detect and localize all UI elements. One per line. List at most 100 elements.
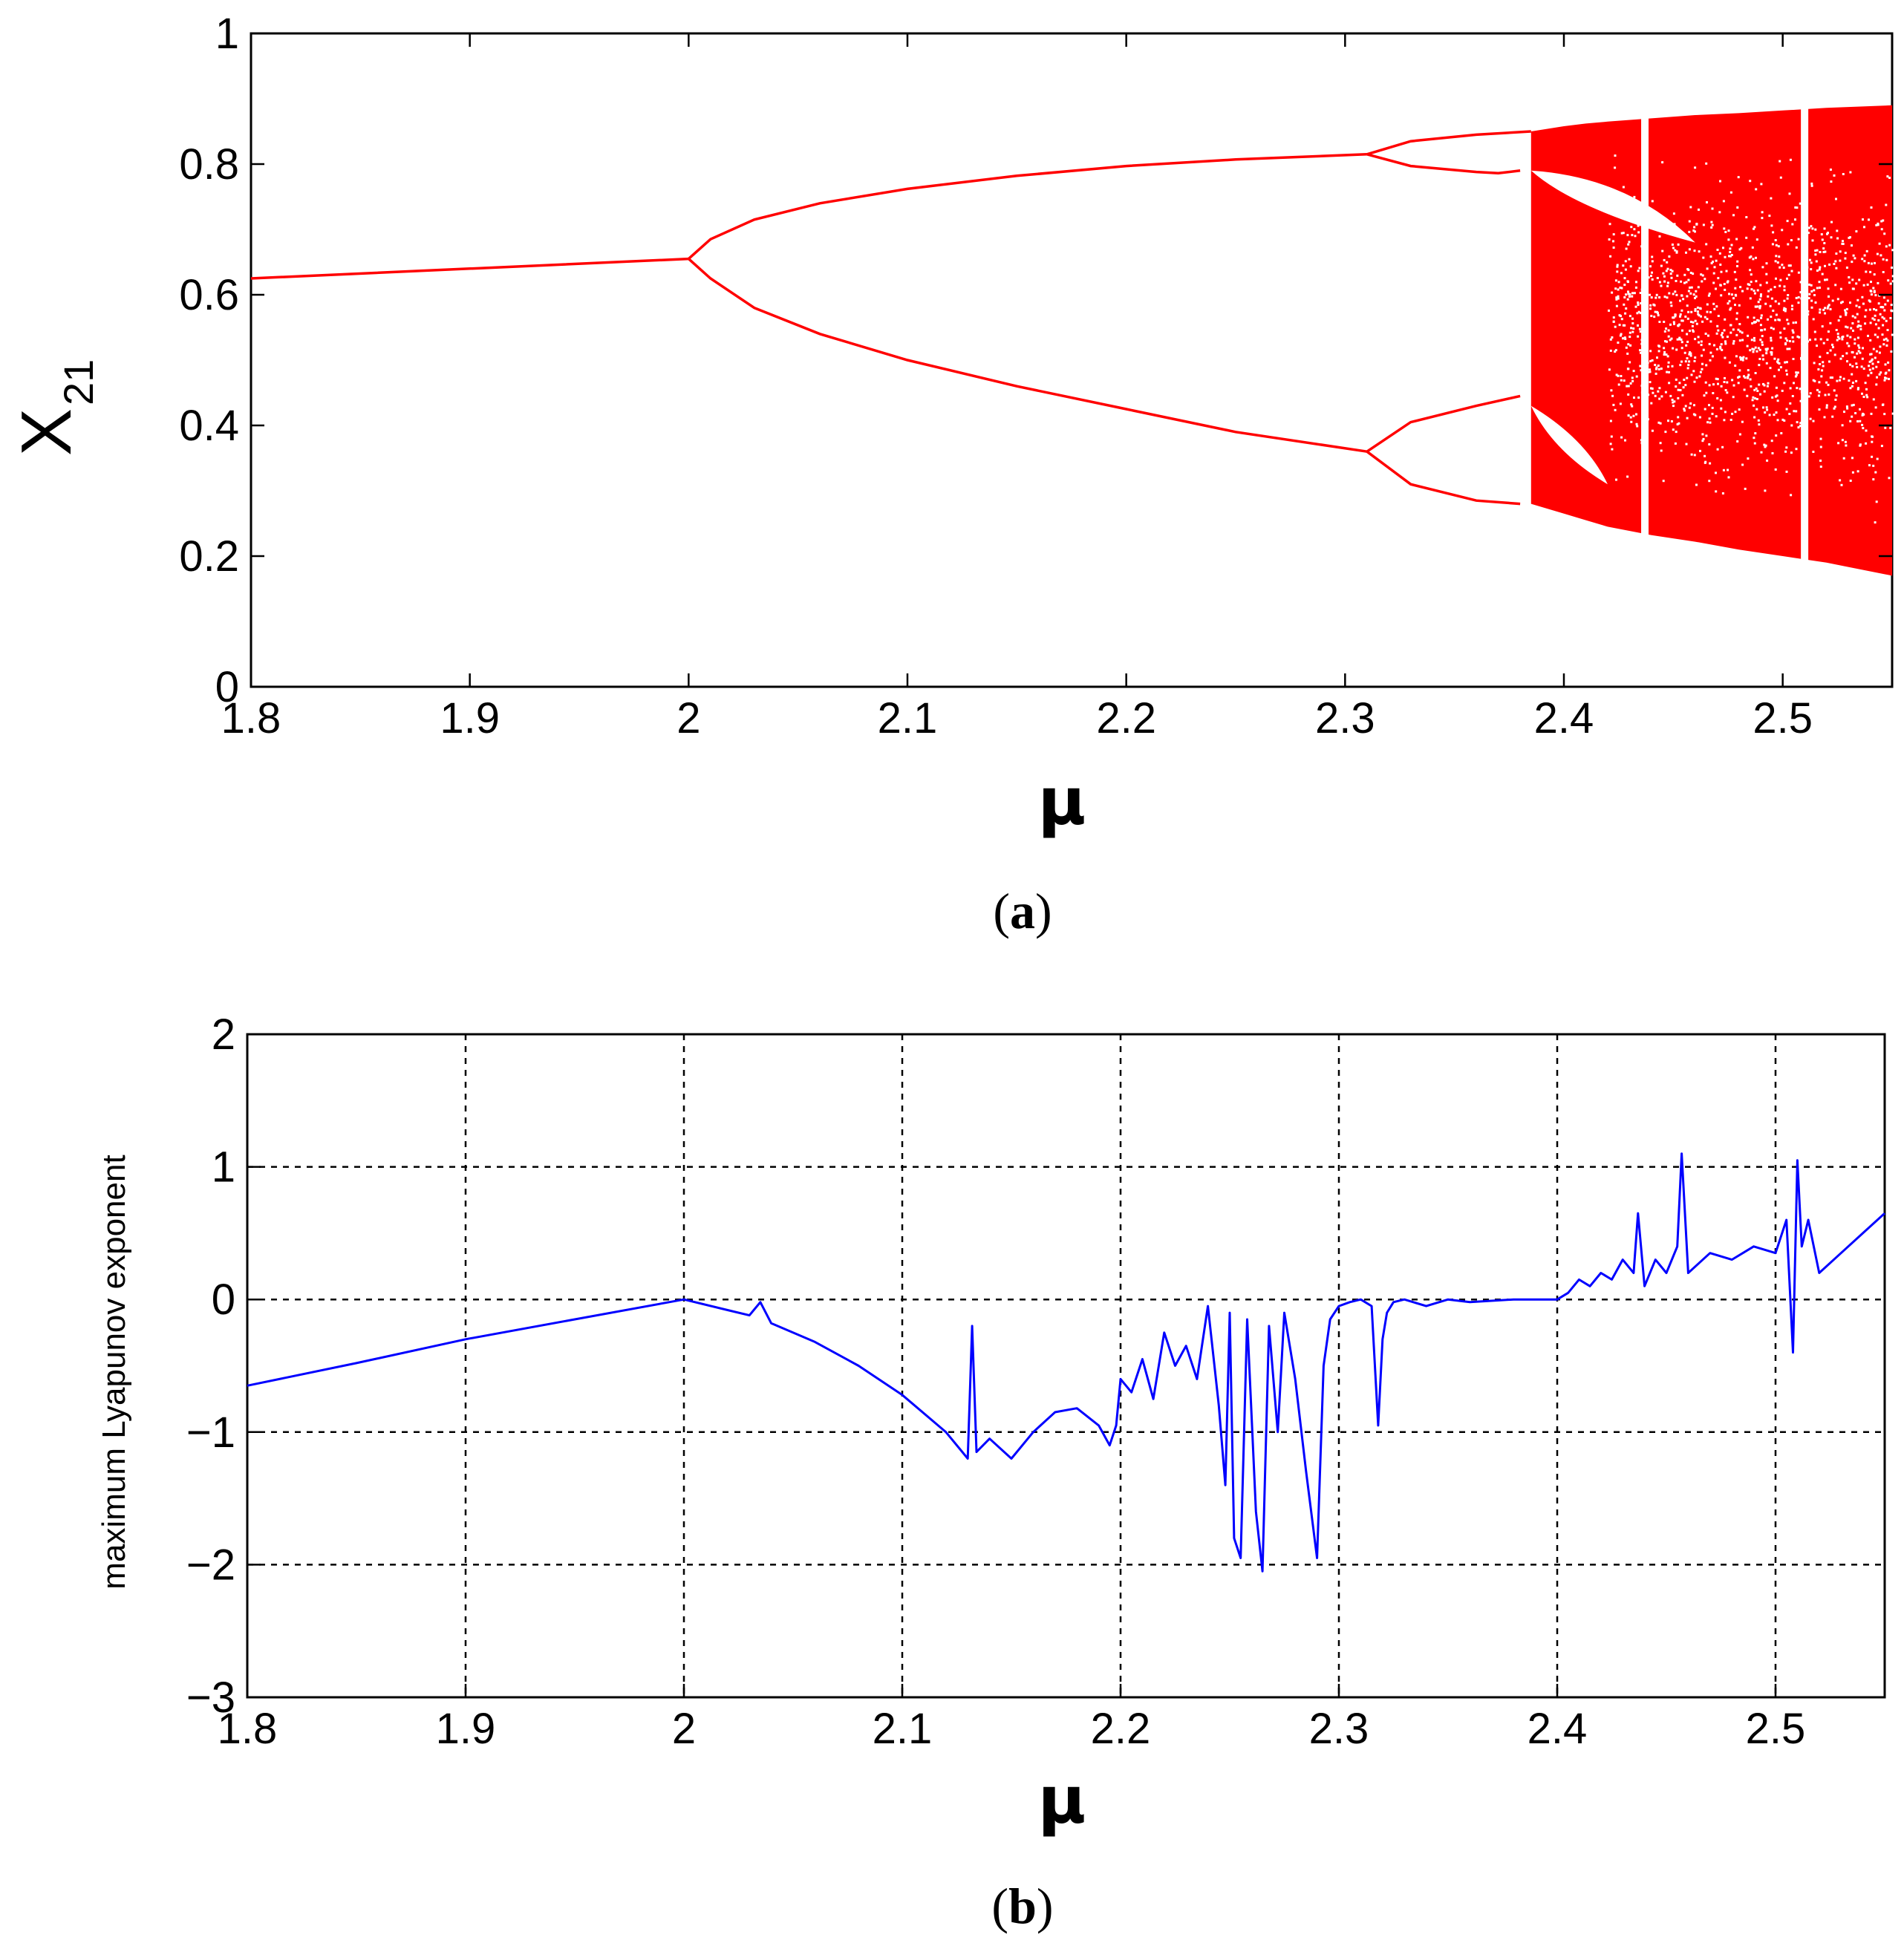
speckle bbox=[1684, 384, 1687, 387]
speckle bbox=[1651, 200, 1654, 203]
speckle bbox=[1682, 386, 1685, 389]
speckle bbox=[1761, 217, 1764, 220]
speckle bbox=[1700, 340, 1703, 343]
speckle bbox=[1666, 267, 1669, 270]
speckle bbox=[1857, 387, 1859, 390]
speckle bbox=[1637, 301, 1640, 304]
speckle bbox=[1704, 460, 1707, 463]
speckle bbox=[1874, 314, 1877, 317]
speckle bbox=[1869, 270, 1872, 273]
speckle bbox=[1816, 345, 1818, 347]
speckle bbox=[1719, 399, 1722, 402]
speckle bbox=[1849, 363, 1851, 366]
speckle bbox=[1729, 419, 1732, 421]
speckle bbox=[1775, 313, 1778, 316]
speckle bbox=[1874, 521, 1877, 524]
y-tick-label-a: 1 bbox=[215, 10, 239, 58]
speckle bbox=[1776, 360, 1779, 363]
speckle bbox=[1833, 407, 1836, 410]
speckle bbox=[1779, 266, 1781, 269]
speckle bbox=[1730, 293, 1733, 296]
speckle bbox=[1770, 327, 1773, 330]
speckle bbox=[1623, 284, 1626, 287]
speckle bbox=[1654, 368, 1657, 370]
speckle bbox=[1891, 333, 1894, 336]
speckle bbox=[1794, 218, 1796, 221]
speckle bbox=[1796, 206, 1799, 209]
speckle bbox=[1873, 290, 1876, 293]
speckle bbox=[1757, 419, 1760, 422]
speckle bbox=[1844, 440, 1847, 443]
speckle bbox=[1790, 494, 1793, 497]
speckle bbox=[1657, 421, 1660, 424]
speckle bbox=[1773, 286, 1776, 289]
speckle bbox=[1689, 321, 1692, 323]
speckle bbox=[1627, 393, 1630, 396]
speckle bbox=[1672, 316, 1675, 319]
speckle bbox=[1738, 408, 1741, 411]
speckle bbox=[1774, 468, 1777, 471]
speckle bbox=[1835, 252, 1838, 255]
speckle bbox=[1724, 356, 1727, 359]
speckle bbox=[1854, 356, 1856, 359]
speckle bbox=[1688, 353, 1691, 356]
speckle bbox=[1756, 319, 1759, 321]
speckle bbox=[1764, 411, 1767, 414]
speckle bbox=[1745, 357, 1748, 360]
speckle bbox=[1657, 365, 1660, 367]
speckle bbox=[1865, 442, 1868, 445]
speckle bbox=[1696, 306, 1699, 309]
speckle bbox=[1783, 285, 1786, 288]
speckle bbox=[1753, 290, 1755, 293]
speckle bbox=[1877, 281, 1879, 284]
speckle bbox=[1849, 336, 1852, 339]
speckle bbox=[1718, 211, 1721, 214]
speckle bbox=[1760, 316, 1763, 319]
speckle bbox=[1869, 321, 1872, 324]
speckle bbox=[1627, 343, 1630, 346]
speckle bbox=[1722, 200, 1725, 203]
speckle bbox=[1699, 370, 1702, 373]
speckle bbox=[1660, 284, 1663, 287]
speckle bbox=[1709, 311, 1712, 313]
speckle bbox=[1679, 313, 1682, 316]
x-tick-label-b: 1.9 bbox=[436, 1705, 496, 1753]
speckle bbox=[1815, 260, 1818, 263]
speckle bbox=[1790, 270, 1793, 272]
speckle bbox=[1851, 365, 1854, 368]
speckle bbox=[1721, 348, 1724, 351]
speckle bbox=[1668, 382, 1671, 385]
speckle bbox=[1716, 378, 1719, 381]
speckle bbox=[1849, 236, 1851, 239]
speckle bbox=[1785, 470, 1788, 473]
speckle bbox=[1787, 273, 1790, 276]
speckle bbox=[1615, 304, 1618, 307]
speckle bbox=[1876, 376, 1878, 379]
speckle bbox=[1874, 356, 1877, 359]
speckle bbox=[1697, 286, 1700, 289]
speckle bbox=[1810, 299, 1813, 302]
y-axis-label-a-sub: 21 bbox=[55, 359, 102, 405]
speckle bbox=[1698, 250, 1701, 253]
speckle bbox=[1783, 307, 1786, 310]
speckle bbox=[1780, 432, 1783, 434]
speckle bbox=[1834, 260, 1837, 263]
speckle bbox=[1885, 245, 1888, 248]
speckle bbox=[1730, 244, 1733, 246]
speckle bbox=[1674, 249, 1677, 252]
speckle bbox=[1778, 319, 1781, 321]
speckle bbox=[1856, 420, 1859, 422]
speckle bbox=[1662, 272, 1665, 275]
speckle bbox=[1854, 316, 1856, 319]
speckle bbox=[1675, 293, 1678, 296]
speckle bbox=[1697, 313, 1700, 316]
speckle bbox=[1669, 301, 1672, 304]
speckle bbox=[1851, 385, 1854, 388]
speckle bbox=[1821, 272, 1824, 275]
speckle bbox=[1857, 350, 1860, 353]
speckle bbox=[1784, 307, 1787, 310]
speckle bbox=[1743, 388, 1746, 391]
speckle bbox=[1709, 359, 1712, 362]
speckle bbox=[1807, 297, 1810, 300]
speckle bbox=[1825, 278, 1828, 281]
